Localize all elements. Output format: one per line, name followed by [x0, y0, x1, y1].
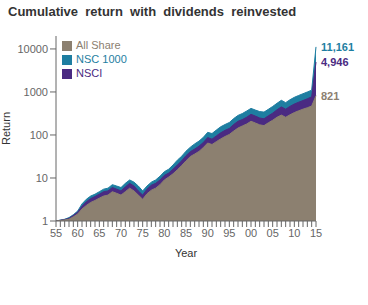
svg-text:11,161: 11,161 — [321, 41, 354, 53]
svg-text:80: 80 — [158, 227, 170, 239]
svg-text:95: 95 — [223, 227, 235, 239]
html-text:Cumulative return with dividen: Cumulative return with dividends reinves… — [8, 4, 297, 19]
svg-text:90: 90 — [202, 227, 214, 239]
svg-text:75: 75 — [137, 227, 149, 239]
svg-text:100: 100 — [30, 129, 48, 141]
svg-text:60: 60 — [72, 227, 84, 239]
svg-text:65: 65 — [93, 227, 105, 239]
svg-text:70: 70 — [115, 227, 127, 239]
svg-text:85: 85 — [180, 227, 192, 239]
svg-text:1: 1 — [42, 215, 48, 227]
svg-text:55: 55 — [50, 227, 62, 239]
svg-text:Return: Return — [8, 112, 12, 145]
svg-text:4,946: 4,946 — [321, 56, 349, 68]
svg-text:15: 15 — [310, 227, 322, 239]
html-text:All Share: All Share — [76, 39, 121, 51]
svg-text:05: 05 — [267, 227, 279, 239]
svg-text:10000: 10000 — [17, 43, 48, 55]
html-text:NSCI: NSCI — [76, 67, 103, 79]
svg-text:Year: Year — [175, 247, 198, 259]
svg-text:1000: 1000 — [24, 86, 48, 98]
svg-text:821: 821 — [321, 90, 339, 102]
svg-text:10: 10 — [36, 172, 48, 184]
svg-text:10: 10 — [288, 227, 300, 239]
svg-text:00: 00 — [245, 227, 257, 239]
html-text:NSC 1000: NSC 1000 — [76, 53, 127, 65]
